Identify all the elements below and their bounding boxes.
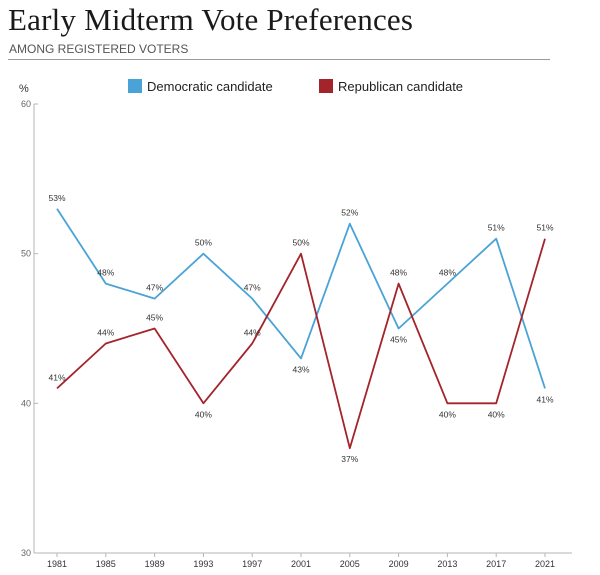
x-tick-label: 2005 bbox=[340, 559, 360, 569]
title-divider bbox=[8, 59, 550, 60]
x-tick-label: 1997 bbox=[242, 559, 262, 569]
data-label: 44% bbox=[244, 327, 261, 337]
data-label: 40% bbox=[195, 409, 212, 419]
data-label: 45% bbox=[390, 335, 407, 345]
data-label: 51% bbox=[488, 223, 505, 233]
chart-data-labels: 53% 48% 47% 50% 47% 43% 52% 45% 48% 51% 41% 41% 44% 4… bbox=[48, 193, 553, 464]
chart-legend: Democratic candidate Republican candidate bbox=[128, 79, 463, 94]
data-label: 50% bbox=[195, 238, 212, 248]
x-tick-label: 1985 bbox=[96, 559, 116, 569]
data-label: 53% bbox=[48, 193, 65, 203]
chart-series-lines bbox=[56, 208, 546, 450]
x-tick-label: 2021 bbox=[535, 559, 555, 569]
data-label: 50% bbox=[292, 238, 309, 248]
y-tick-label: 60 bbox=[21, 99, 31, 109]
x-tick-label: 1989 bbox=[145, 559, 165, 569]
y-tick-label: 50 bbox=[21, 249, 31, 259]
data-label: 52% bbox=[341, 208, 358, 218]
data-label: 51% bbox=[536, 223, 553, 233]
legend-label: Republican candidate bbox=[338, 79, 463, 94]
chart-axes: 30 40 50 60% 1981 1985 1989 1993 1997 2001 2005 200… bbox=[19, 83, 572, 569]
series-line-1 bbox=[56, 238, 546, 450]
y-tick-label: 30 bbox=[21, 548, 31, 558]
series-line-0 bbox=[56, 208, 546, 389]
x-tick-label: 2009 bbox=[389, 559, 409, 569]
legend-swatch bbox=[319, 79, 333, 93]
data-label: 48% bbox=[390, 268, 407, 278]
chart-subtitle: AMONG REGISTERED VOTERS bbox=[9, 42, 189, 56]
y-tick-label: 40 bbox=[21, 398, 31, 408]
chart-title: Early Midterm Vote Preferences bbox=[8, 2, 414, 37]
data-label: 41% bbox=[536, 394, 553, 404]
data-label: 40% bbox=[439, 409, 456, 419]
y-axis-label: % bbox=[19, 83, 29, 95]
x-tick-label: 1993 bbox=[193, 559, 213, 569]
data-label: 48% bbox=[97, 268, 114, 278]
x-tick-label: 2013 bbox=[437, 559, 457, 569]
data-label: 47% bbox=[244, 283, 261, 293]
data-label: 47% bbox=[146, 283, 163, 293]
data-label: 44% bbox=[97, 327, 114, 337]
data-label: 48% bbox=[439, 268, 456, 278]
legend-swatch bbox=[128, 79, 142, 93]
data-label: 45% bbox=[146, 313, 163, 323]
x-tick-label: 2001 bbox=[291, 559, 311, 569]
legend-label: Democratic candidate bbox=[147, 79, 273, 94]
data-label: 43% bbox=[292, 364, 309, 374]
data-label: 41% bbox=[48, 372, 65, 382]
x-tick-label: 1981 bbox=[47, 559, 67, 569]
data-label: 37% bbox=[341, 454, 358, 464]
data-label: 40% bbox=[488, 409, 505, 419]
x-tick-label: 2017 bbox=[486, 559, 506, 569]
